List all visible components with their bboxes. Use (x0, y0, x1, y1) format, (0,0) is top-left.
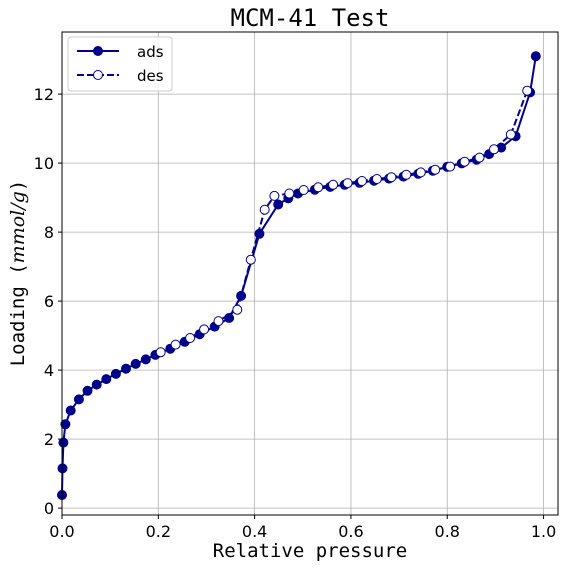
y-axis-label-main: Loading ( (7, 263, 29, 366)
series-ads-point (110, 368, 121, 379)
series-des-point (259, 204, 270, 215)
plot-frame (61, 31, 559, 516)
series-des-point (269, 190, 280, 201)
series-des-point (459, 156, 470, 167)
series-des-point (386, 172, 397, 183)
series-des-line (160, 90, 529, 354)
series-des-point (371, 174, 382, 184)
chart-title: MCM-41 Test (231, 4, 390, 32)
x-tick-label: 0.6 (338, 522, 363, 541)
series-ads-point (273, 199, 284, 210)
gridlines (61, 32, 558, 515)
series-des-point (342, 178, 353, 189)
series-des-point (401, 169, 412, 180)
series-ads-point (530, 51, 541, 62)
series-ads-line (61, 56, 537, 496)
x-tick-label: 1.0 (531, 522, 556, 541)
x-tick-label: 0.0 (49, 522, 74, 541)
legend-ads-label: ads (137, 43, 164, 61)
y-tick-label: 12 (34, 85, 54, 104)
series-des-point (505, 129, 516, 140)
axis-ticks: 0.0 0.2 0.4 0.6 0.8 1.0 0 2 4 6 8 10 12 (34, 85, 557, 541)
series-des (155, 85, 533, 358)
series-ads-point (121, 363, 131, 374)
series-ads-point (101, 374, 112, 385)
y-tick-label: 2 (44, 430, 54, 449)
legend-des-label: des (137, 67, 164, 85)
series-des-point (357, 176, 367, 186)
y-tick-label: 6 (44, 292, 54, 311)
series-ads (57, 51, 541, 500)
series-des-point (245, 254, 256, 265)
series-ads-point (91, 379, 102, 390)
series-ads-point (65, 405, 76, 416)
y-axis-label-unit: mmol/g (7, 191, 29, 263)
series-des-point (155, 347, 166, 358)
legend: ads des (67, 36, 173, 92)
series-des-point (298, 185, 309, 195)
series-des-point (474, 152, 485, 163)
series-des-point (232, 304, 243, 315)
series-des-point (445, 161, 456, 172)
series-ads-point (60, 419, 71, 430)
series-des-point (522, 85, 533, 96)
series-des-point (213, 316, 224, 327)
y-axis-label-close: ) (7, 180, 29, 191)
series-ads-point (58, 437, 69, 448)
series-des-point (489, 144, 499, 155)
series-des-point (170, 339, 181, 350)
data-series (57, 51, 541, 500)
y-tick-label: 4 (44, 361, 54, 380)
x-tick-label: 0.2 (146, 522, 171, 541)
series-ads-point (140, 354, 151, 365)
series-des-point (430, 164, 441, 175)
x-axis-label: Relative pressure (213, 540, 407, 562)
y-tick-label: 8 (44, 223, 54, 242)
y-tick-label: 10 (34, 154, 54, 173)
legend-ads-marker (93, 46, 103, 56)
series-des-point (284, 188, 295, 199)
series-des-point (313, 182, 324, 193)
series-des-point (415, 167, 426, 178)
series-des-point (185, 333, 196, 343)
y-tick-label: 0 (44, 499, 54, 518)
x-tick-label: 0.8 (435, 522, 460, 541)
series-des-point (199, 324, 210, 335)
series-ads-point (130, 358, 141, 369)
y-axis-label: Loading (mmol/g) (7, 180, 29, 367)
series-ads-point (73, 394, 84, 405)
series-des-point (328, 179, 339, 190)
x-tick-label: 0.4 (242, 522, 267, 541)
series-ads-point (82, 385, 93, 396)
legend-des-marker (93, 70, 103, 80)
